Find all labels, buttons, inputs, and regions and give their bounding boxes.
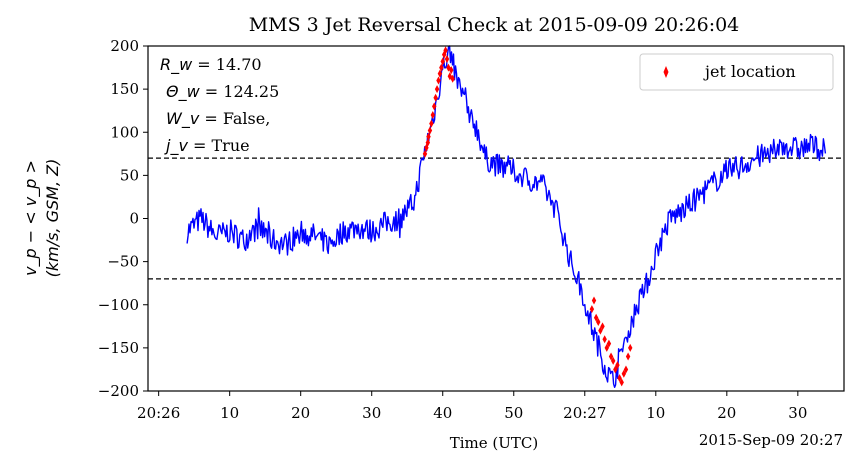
x-axis-ticks: 20:26 10 20 30 40 50 20:27 10 20 30 — [137, 391, 807, 422]
y-tick-label: −150 — [98, 339, 139, 357]
x-tick-label: 30 — [362, 404, 381, 422]
y-tick-label: −50 — [107, 253, 139, 271]
jet-location-marker — [598, 326, 603, 335]
jet-location-marker — [606, 339, 612, 348]
jet-location-marker — [591, 296, 597, 305]
legend: jet location — [639, 53, 834, 91]
jet-location-marker — [444, 54, 450, 63]
jet-location-marker — [427, 126, 433, 135]
jet-location-marker — [602, 335, 607, 344]
chart-title: MMS 3 Jet Reversal Check at 2015-09-09 2… — [249, 14, 740, 36]
y-axis-label: v_p − < v_p > (km/s, GSM, Z) — [21, 159, 62, 278]
x-tick-label: 50 — [504, 404, 523, 422]
jet-location-marker — [589, 305, 595, 314]
x-axis-label: Time (UTC) — [450, 434, 539, 452]
jet-location-marker — [443, 46, 448, 55]
jet-location-marker — [600, 322, 605, 331]
annotation-wv-value: = False, — [199, 109, 270, 128]
jet-location-marker — [429, 119, 434, 128]
jet-location-marker — [615, 361, 620, 370]
annotation-rw: R_w = 14.70 — [160, 55, 262, 75]
jet-location-marker — [596, 318, 601, 326]
annotation-thetaw-value: = 124.25 — [200, 82, 280, 101]
legend-jet-label: jet location — [703, 62, 796, 81]
x-tick-label: 40 — [433, 404, 452, 422]
annotation-thetaw-symbol: Θ_w — [166, 82, 201, 102]
x-axis-offset-label: 2015-Sep-09 20:27 — [699, 431, 843, 449]
annotation-jv-value: = True — [188, 136, 250, 155]
annotation-thetaw: Θ_w = 124.25 — [166, 82, 279, 102]
jet-location-markers — [422, 46, 633, 387]
y-tick-label: 150 — [110, 80, 139, 98]
y-tick-label: 50 — [120, 166, 139, 184]
jet-location-marker — [434, 85, 440, 94]
jet-location-marker — [604, 343, 609, 352]
y-tick-label: −200 — [98, 382, 139, 400]
jet-location-marker — [619, 378, 624, 387]
legend-jet-marker — [663, 66, 669, 78]
velocity-line — [186, 45, 827, 388]
y-tick-label: −100 — [98, 296, 139, 314]
annotation-box: R_w = 14.70 Θ_w = 124.25 W_v = False, j_… — [160, 55, 279, 156]
jet-location-marker — [617, 374, 622, 383]
jet-location-marker — [621, 369, 627, 378]
jet-location-marker — [426, 132, 431, 141]
jet-location-marker — [449, 66, 454, 75]
jet-location-marker — [436, 76, 441, 85]
annotation-jv: j_v = True — [164, 136, 250, 156]
jet-location-marker — [593, 313, 599, 322]
jet-location-marker — [432, 102, 437, 111]
jet-location-marker — [610, 356, 616, 365]
x-tick-label: 10 — [220, 404, 239, 422]
x-tick-label: 20:26 — [137, 404, 180, 422]
y-axis-label-line1: v_p − < v_p > — [21, 160, 41, 276]
x-tick-label: 20:27 — [563, 404, 606, 422]
y-axis-label-line2: (km/s, GSM, Z) — [43, 159, 62, 278]
jet-location-marker — [433, 93, 438, 102]
x-tick-label: 20 — [717, 404, 736, 422]
jet-location-marker — [628, 343, 633, 352]
legend-box — [639, 53, 834, 91]
jet-location-marker — [439, 63, 444, 72]
jet-location-marker — [440, 57, 445, 66]
y-tick-label: 200 — [110, 37, 139, 55]
jet-location-marker — [437, 69, 443, 78]
annotation-jv-symbol: j_v — [164, 136, 188, 156]
x-tick-label: 10 — [646, 404, 665, 422]
jet-location-marker — [430, 111, 435, 119]
y-axis-ticks: −200 −150 −100 −50 0 50 100 150 200 — [98, 37, 148, 400]
jet-location-marker — [613, 365, 618, 374]
x-tick-label: 30 — [788, 404, 807, 422]
annotation-rw-value: = 14.70 — [192, 55, 261, 74]
jet-location-marker — [422, 149, 428, 158]
velocity-series — [186, 45, 827, 388]
jet-location-marker — [425, 138, 431, 147]
jet-location-marker — [625, 352, 631, 361]
annotation-wv-symbol: W_v — [166, 109, 200, 129]
y-tick-label: 0 — [129, 210, 139, 228]
jet-location-marker — [450, 74, 455, 83]
annotation-wv: W_v = False, — [166, 109, 270, 129]
annotation-rw-symbol: R_w — [160, 55, 193, 75]
x-tick-label: 20 — [291, 404, 310, 422]
jet-location-marker — [608, 352, 614, 361]
y-tick-label: 100 — [110, 123, 139, 141]
jet-location-marker — [623, 365, 629, 374]
